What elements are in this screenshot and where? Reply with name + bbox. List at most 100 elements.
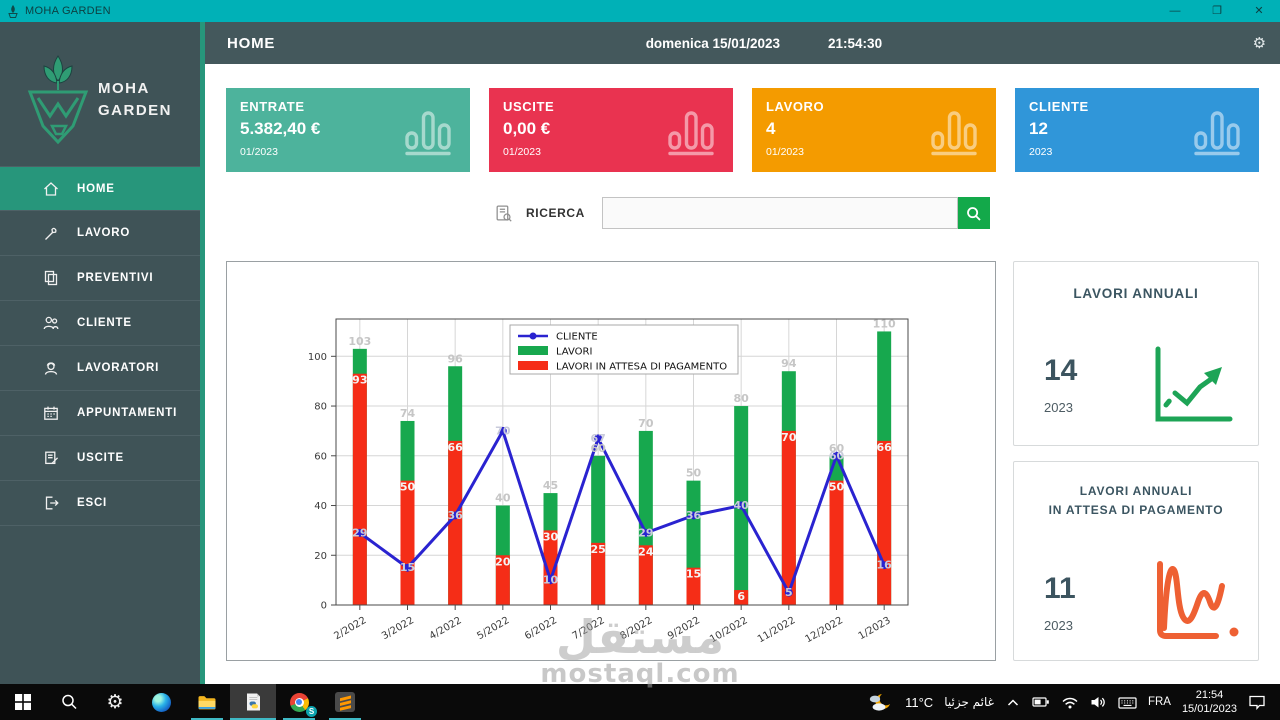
taskbar-taskbar-search-icon[interactable]: [46, 684, 92, 720]
stat-cards-row: ENTRATE 5.382,40 € 01/2023 USCITE 0,00 € 01/2…: [226, 88, 1259, 172]
chevron-up-icon[interactable]: [1005, 696, 1021, 709]
svg-text:80: 80: [734, 392, 750, 405]
annual-jobs-year: 2023: [1044, 400, 1073, 415]
stat-card-uscite[interactable]: USCITE 0,00 € 01/2023: [489, 88, 733, 172]
bar-chart-icon: [668, 111, 714, 156]
keyboard-icon[interactable]: [1118, 695, 1137, 710]
card-label: ENTRATE: [240, 99, 305, 114]
sidebar-item-cliente[interactable]: CLIENTE: [0, 301, 200, 346]
weather-condition[interactable]: غائم جزئيا: [944, 695, 994, 709]
sidebar-menu: HOME LAVORO PREVENTIVI CLIENTE LAVORATORI APP…: [0, 166, 200, 526]
svg-text:12/2022: 12/2022: [804, 615, 845, 645]
speaker-icon[interactable]: [1090, 694, 1107, 710]
svg-text:100: 100: [308, 352, 327, 363]
wavy-line-chart-icon: [1157, 561, 1239, 639]
sidebar-item-home[interactable]: HOME: [0, 166, 200, 211]
annual-pending-year: 2023: [1044, 618, 1073, 633]
window-titlebar: MOHA GARDEN — ❐ ✕: [0, 0, 1280, 22]
svg-text:5/2022: 5/2022: [475, 615, 511, 642]
taskbar-sublime-icon[interactable]: [322, 684, 368, 720]
sidebar-item-preventivi[interactable]: PREVENTIVI: [0, 256, 200, 301]
notification-icon[interactable]: [1248, 694, 1266, 710]
card-value: 4: [766, 119, 776, 138]
sidebar-item-label: LAVORO: [77, 227, 131, 239]
brand-logo-icon: [27, 55, 89, 145]
svg-text:3/2022: 3/2022: [380, 615, 416, 642]
svg-text:70: 70: [781, 431, 797, 444]
search-input[interactable]: [601, 197, 958, 229]
svg-text:50: 50: [829, 481, 845, 494]
weather-icon[interactable]: [868, 693, 894, 712]
svg-text:5: 5: [785, 586, 793, 599]
svg-text:29: 29: [352, 526, 367, 539]
svg-text:LAVORI IN ATTESA DI PAGAMENTO: LAVORI IN ATTESA DI PAGAMENTO: [556, 362, 727, 373]
card-period: 01/2023: [766, 146, 804, 158]
taskbar-file-explorer-icon[interactable]: [184, 684, 230, 720]
temperature[interactable]: 11°C: [905, 694, 934, 710]
sidebar-item-lavoro[interactable]: LAVORO: [0, 211, 200, 256]
clock[interactable]: 21:54 15/01/2023: [1182, 688, 1237, 717]
search-button[interactable]: [957, 197, 990, 229]
language-indicator[interactable]: FRA: [1147, 696, 1171, 708]
card-period: 01/2023: [240, 146, 278, 158]
svg-text:40: 40: [734, 499, 750, 512]
sidebar-item-appuntamenti[interactable]: APPUNTAMENTI: [0, 391, 200, 436]
sidebar-item-esci[interactable]: ESCI: [0, 481, 200, 526]
app-badge: S: [306, 706, 317, 717]
brand: MOHA GARDEN: [0, 22, 200, 166]
taskbar-settings-icon[interactable]: ⚙: [106, 691, 124, 713]
svg-text:4/2022: 4/2022: [428, 615, 464, 642]
taskbar-edge-icon[interactable]: [138, 684, 184, 720]
topbar: HOME domenica 15/01/2023 21:54:30 ⚙: [205, 22, 1280, 64]
stat-card-entrate[interactable]: ENTRATE 5.382,40 € 01/2023: [226, 88, 470, 172]
settings-gear-icon[interactable]: ⚙: [1252, 34, 1267, 52]
current-date: domenica 15/01/2023: [645, 35, 781, 51]
svg-text:96: 96: [448, 352, 464, 365]
brand-name-line1: MOHA: [98, 79, 150, 97]
svg-text:24: 24: [638, 545, 654, 558]
svg-text:20: 20: [495, 555, 511, 568]
svg-text:70: 70: [638, 417, 654, 430]
taskbar-start-icon[interactable]: [0, 684, 46, 720]
sidebar-item-label: APPUNTAMENTI: [77, 407, 178, 419]
svg-text:10/2022: 10/2022: [708, 615, 749, 645]
maximize-button[interactable]: ❐: [1212, 5, 1222, 17]
battery-icon[interactable]: [1032, 694, 1050, 710]
svg-text:94: 94: [781, 357, 797, 370]
taskbar: ⚙ S 11°C غائم جزئيا: [0, 684, 1280, 720]
svg-text:50: 50: [400, 481, 416, 494]
svg-text:66: 66: [448, 441, 464, 454]
home-icon: [44, 181, 58, 196]
stat-card-lavoro[interactable]: LAVORO 4 01/2023: [752, 88, 996, 172]
annual-jobs-title: LAVORI ANNUALI: [1073, 286, 1199, 301]
svg-text:0: 0: [321, 601, 327, 612]
svg-text:60: 60: [829, 442, 845, 455]
sidebar-item-label: ESCI: [77, 497, 108, 509]
sidebar-item-label: CLIENTE: [77, 317, 132, 329]
svg-text:CLIENTE: CLIENTE: [556, 332, 598, 343]
svg-text:6: 6: [737, 590, 745, 603]
card-label: CLIENTE: [1029, 99, 1089, 114]
workers-icon: [44, 362, 58, 375]
close-button[interactable]: ✕: [1254, 5, 1264, 17]
svg-text:40: 40: [314, 501, 327, 512]
tray-time: 21:54: [1195, 688, 1224, 701]
window-title: MOHA GARDEN: [25, 5, 111, 17]
sidebar-item-uscite[interactable]: USCITE: [0, 436, 200, 481]
annual-pending-value: 11: [1044, 572, 1076, 605]
sidebar-item-label: LAVORATORI: [77, 362, 160, 374]
svg-text:66: 66: [877, 441, 893, 454]
svg-text:103: 103: [348, 335, 371, 348]
exit-icon: [45, 496, 59, 510]
taskbar-chrome-icon[interactable]: S: [276, 684, 322, 720]
sidebar: MOHA GARDEN HOME LAVORO PREVENTIVI CLIENTE L…: [0, 22, 205, 684]
wifi-icon[interactable]: [1061, 695, 1079, 710]
receipt-icon: [45, 451, 59, 465]
minimize-button[interactable]: —: [1169, 5, 1181, 17]
stat-card-cliente[interactable]: CLIENTE 12 2023: [1015, 88, 1259, 172]
taskbar-python-file-icon[interactable]: [230, 684, 276, 720]
system-tray: 11°C غائم جزئيا FRA: [868, 688, 1280, 717]
svg-text:6/2022: 6/2022: [523, 615, 559, 642]
sidebar-item-lavoratori[interactable]: LAVORATORI: [0, 346, 200, 391]
